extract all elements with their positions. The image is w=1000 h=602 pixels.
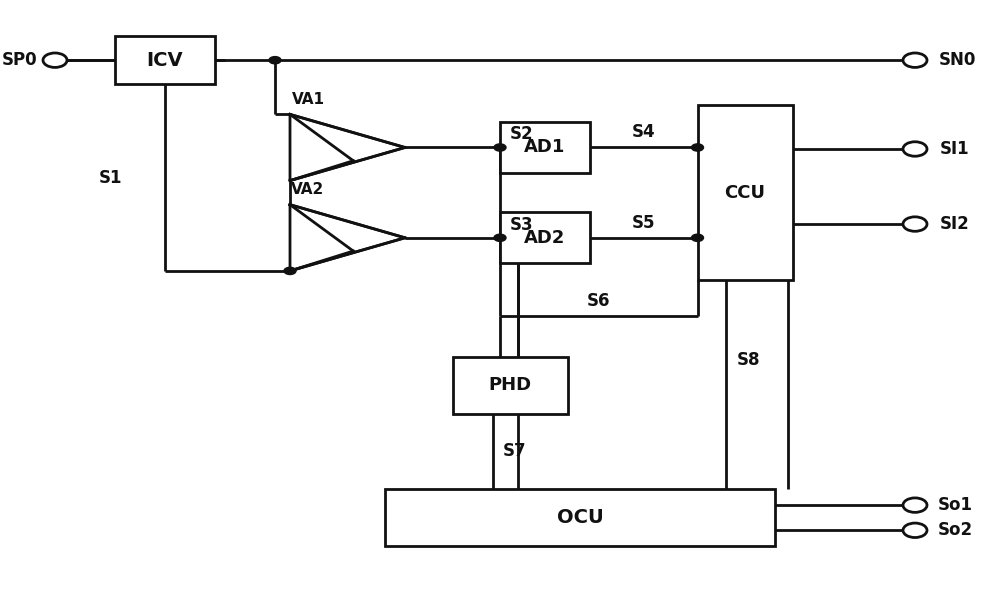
Text: AD2: AD2 bbox=[524, 229, 566, 247]
Text: OCU: OCU bbox=[557, 508, 603, 527]
Text: CCU: CCU bbox=[724, 184, 766, 202]
Circle shape bbox=[903, 141, 927, 156]
Bar bbox=[500, 122, 590, 173]
Circle shape bbox=[692, 144, 704, 151]
Text: AD1: AD1 bbox=[524, 138, 566, 157]
Text: SP0: SP0 bbox=[2, 51, 38, 69]
Text: SN0: SN0 bbox=[938, 51, 976, 69]
Text: S3: S3 bbox=[510, 216, 534, 234]
Circle shape bbox=[692, 234, 704, 241]
Bar bbox=[115, 36, 215, 84]
Text: S4: S4 bbox=[632, 123, 656, 141]
Text: S5: S5 bbox=[632, 214, 656, 232]
Text: SI2: SI2 bbox=[940, 215, 970, 233]
Circle shape bbox=[269, 57, 281, 64]
Circle shape bbox=[903, 498, 927, 512]
Text: S7: S7 bbox=[503, 442, 527, 461]
Text: SI1: SI1 bbox=[940, 140, 970, 158]
Text: S8: S8 bbox=[736, 352, 760, 370]
Text: S1: S1 bbox=[98, 169, 122, 187]
Text: So2: So2 bbox=[937, 521, 973, 539]
Text: So1: So1 bbox=[938, 496, 973, 514]
Bar bbox=[385, 489, 775, 547]
Text: VA1: VA1 bbox=[292, 92, 324, 107]
Text: PHD: PHD bbox=[488, 376, 532, 394]
Circle shape bbox=[43, 53, 67, 67]
Text: S2: S2 bbox=[510, 125, 534, 143]
Bar bbox=[452, 356, 568, 414]
Circle shape bbox=[284, 267, 296, 275]
Text: S6: S6 bbox=[587, 292, 610, 310]
Circle shape bbox=[903, 217, 927, 231]
Circle shape bbox=[903, 53, 927, 67]
Circle shape bbox=[903, 523, 927, 538]
Text: ICV: ICV bbox=[147, 51, 183, 70]
Text: VA2: VA2 bbox=[291, 182, 325, 197]
Circle shape bbox=[494, 144, 506, 151]
Bar bbox=[698, 105, 792, 280]
Circle shape bbox=[494, 234, 506, 241]
Bar bbox=[500, 213, 590, 264]
